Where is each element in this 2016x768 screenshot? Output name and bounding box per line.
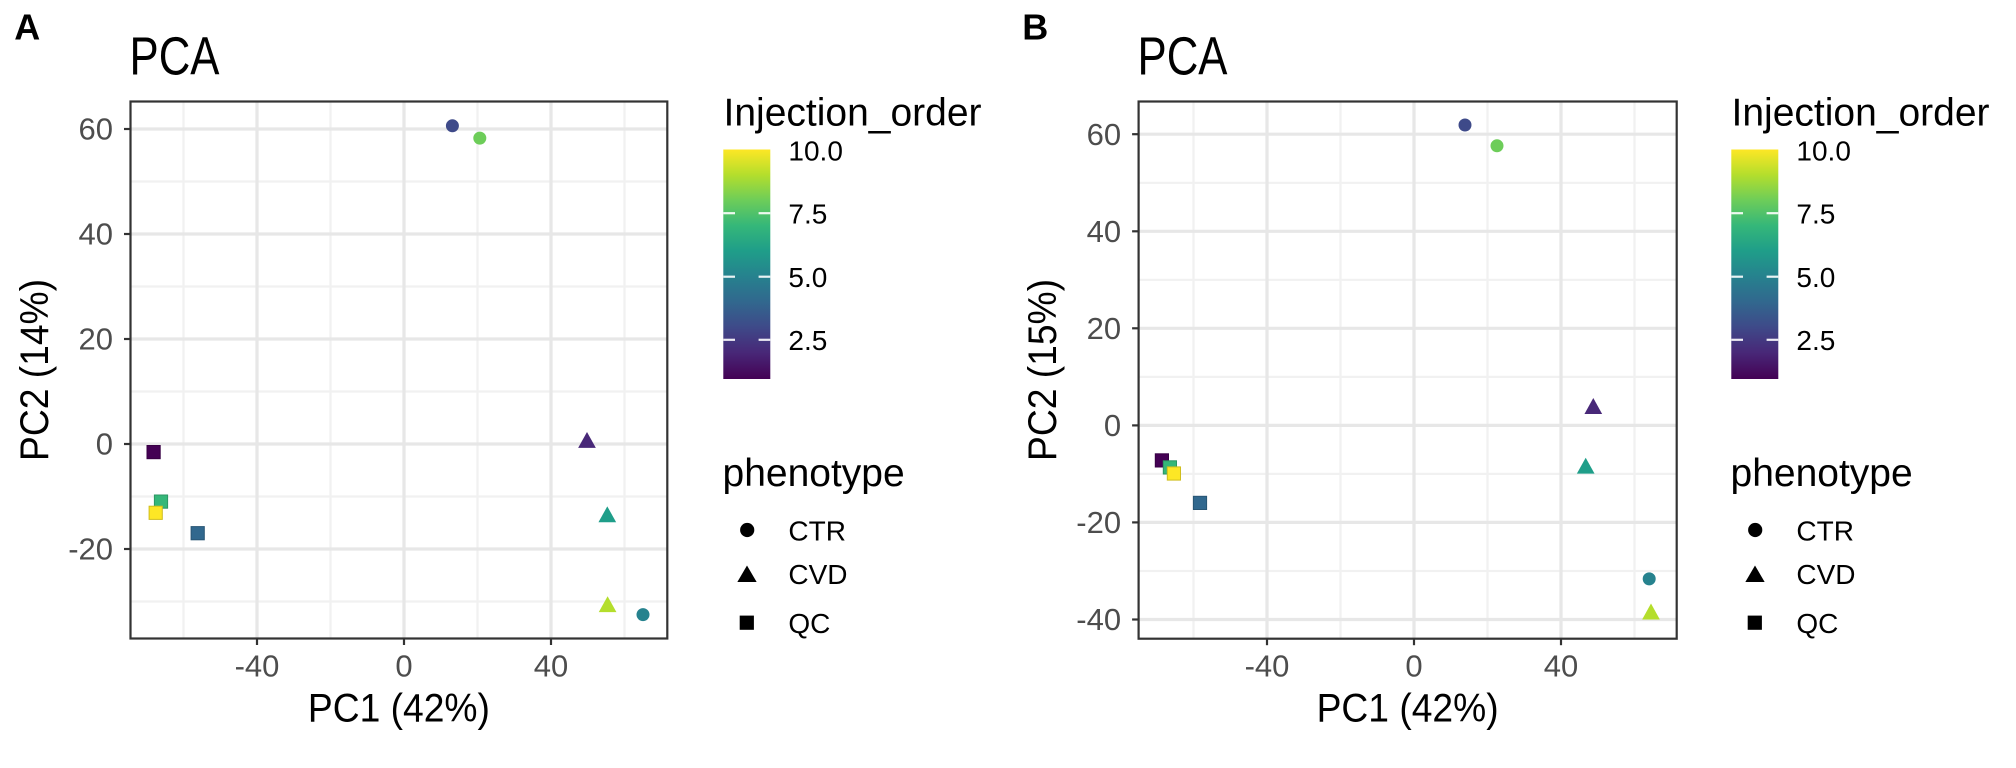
svg-text:CTR: CTR bbox=[1796, 515, 1854, 546]
svg-text:-20: -20 bbox=[68, 532, 113, 567]
svg-text:20: 20 bbox=[1087, 311, 1121, 346]
svg-text:-40: -40 bbox=[1245, 649, 1290, 684]
svg-text:60: 60 bbox=[79, 112, 113, 147]
svg-text:CTR: CTR bbox=[788, 515, 846, 546]
svg-text:phenotype: phenotype bbox=[1731, 452, 1913, 495]
svg-text:5.0: 5.0 bbox=[788, 262, 827, 293]
svg-text:B: B bbox=[1022, 6, 1048, 47]
svg-text:0: 0 bbox=[1104, 408, 1121, 443]
svg-text:60: 60 bbox=[1087, 117, 1121, 152]
svg-text:0: 0 bbox=[395, 649, 412, 684]
svg-text:40: 40 bbox=[1544, 649, 1578, 684]
svg-text:40: 40 bbox=[1087, 214, 1121, 249]
svg-text:CVD: CVD bbox=[788, 559, 847, 590]
svg-text:5.0: 5.0 bbox=[1796, 262, 1835, 293]
svg-text:PCA: PCA bbox=[130, 28, 220, 87]
svg-text:QC: QC bbox=[1796, 608, 1838, 639]
svg-text:phenotype: phenotype bbox=[723, 452, 905, 495]
svg-text:A: A bbox=[14, 6, 40, 47]
svg-text:7.5: 7.5 bbox=[1796, 199, 1835, 230]
svg-text:PC2 (14%): PC2 (14%) bbox=[13, 279, 57, 461]
svg-text:-40: -40 bbox=[235, 649, 280, 684]
svg-text:0: 0 bbox=[96, 427, 113, 462]
svg-text:-20: -20 bbox=[1076, 505, 1121, 540]
svg-text:40: 40 bbox=[79, 217, 113, 252]
svg-text:PCA: PCA bbox=[1138, 28, 1228, 87]
svg-text:10.0: 10.0 bbox=[788, 135, 843, 166]
svg-text:20: 20 bbox=[79, 322, 113, 357]
svg-text:2.5: 2.5 bbox=[788, 325, 827, 356]
svg-text:0: 0 bbox=[1405, 649, 1422, 684]
svg-text:40: 40 bbox=[534, 649, 568, 684]
svg-text:Injection_order: Injection_order bbox=[724, 92, 982, 135]
svg-text:PC2 (15%): PC2 (15%) bbox=[1021, 279, 1065, 461]
svg-text:PC1 (42%): PC1 (42%) bbox=[308, 687, 490, 731]
svg-text:-40: -40 bbox=[1076, 602, 1121, 637]
svg-text:Injection_order: Injection_order bbox=[1732, 92, 1990, 135]
svg-text:CVD: CVD bbox=[1796, 559, 1855, 590]
svg-text:QC: QC bbox=[788, 608, 830, 639]
svg-text:PC1 (42%): PC1 (42%) bbox=[1317, 687, 1499, 731]
svg-text:2.5: 2.5 bbox=[1796, 325, 1835, 356]
svg-text:10.0: 10.0 bbox=[1796, 135, 1851, 166]
svg-text:7.5: 7.5 bbox=[788, 199, 827, 230]
